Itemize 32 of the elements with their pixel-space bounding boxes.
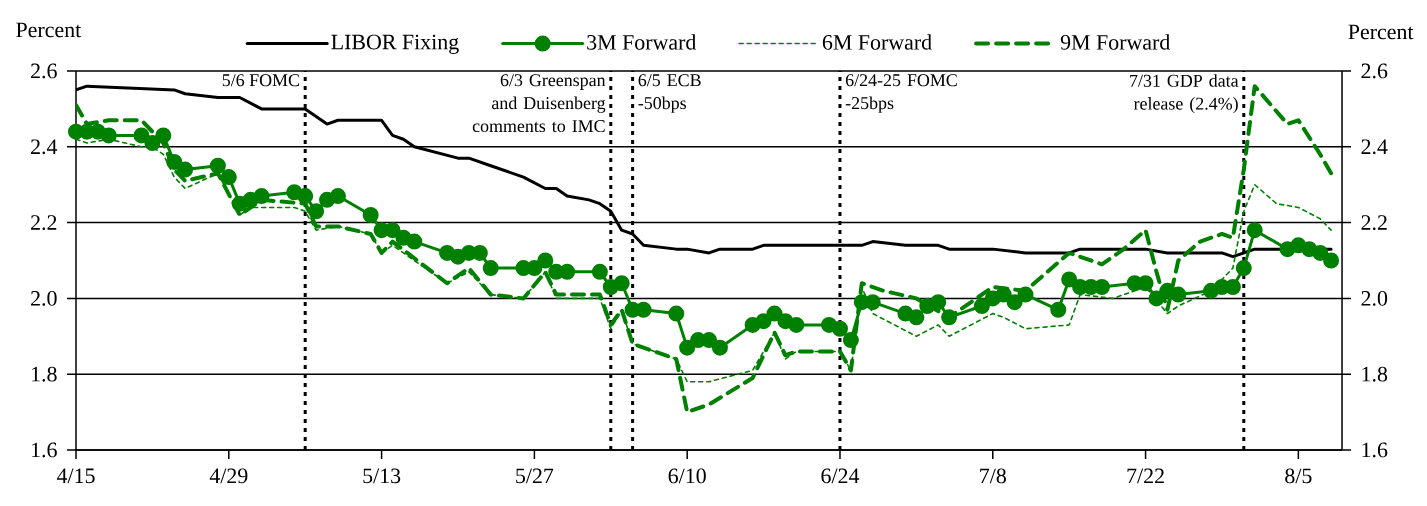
x-tick-label: 7/8	[980, 468, 1006, 484]
ref-line-label: 6/5 ECB -50bps	[638, 74, 701, 113]
y2-tick-label: 2.0	[1361, 290, 1388, 306]
x-tick-label: 5/27	[516, 468, 554, 484]
y-tick-label: 1.8	[32, 366, 57, 382]
legend-label: 3M Forward	[587, 34, 697, 50]
x-tick-label: 6/10	[668, 468, 706, 484]
y2-tick-label: 2.2	[1361, 215, 1387, 231]
y-tick-label: 2.2	[31, 215, 57, 231]
y2-tick-label: 1.6	[1362, 442, 1388, 458]
legend-label: 9M Forward	[1060, 34, 1171, 50]
y-tick-label: 2.6	[31, 63, 57, 79]
y-tick-label: 2.4	[31, 139, 58, 155]
y2-tick-label: 2.4	[1361, 139, 1388, 155]
y2-tick-label: 2.6	[1361, 63, 1388, 79]
x-tick-label: 7/22	[1127, 468, 1164, 484]
y-tick-label: 1.6	[32, 442, 57, 458]
y-tick-label: 2.0	[31, 290, 57, 306]
ref-line-label: 6/24-25 FOMC -25bps	[845, 74, 957, 113]
x-tick-label: 4/15	[56, 468, 95, 484]
legend-label: LIBOR Fixing	[331, 34, 459, 54]
ref-line-label: 6/3 Greenspan and Duisenberg comments to IMC	[472, 74, 606, 133]
y-axis-title: Percent	[16, 22, 82, 38]
ref-line-label: 7/31 GDP data release (2.4%)	[1130, 74, 1239, 114]
y2-tick-label: 1.8	[1362, 366, 1388, 382]
legend-label: 6M Forward	[822, 34, 932, 50]
x-tick-label: 8/5	[1285, 468, 1312, 484]
x-tick-label: 4/29	[209, 468, 248, 484]
x-tick-label: 6/24	[821, 468, 860, 484]
x-tick-label: 5/13	[363, 468, 401, 484]
y2-axis-title: Percent	[1348, 24, 1414, 40]
ref-line-label: 5/6 FOMC	[222, 74, 299, 87]
